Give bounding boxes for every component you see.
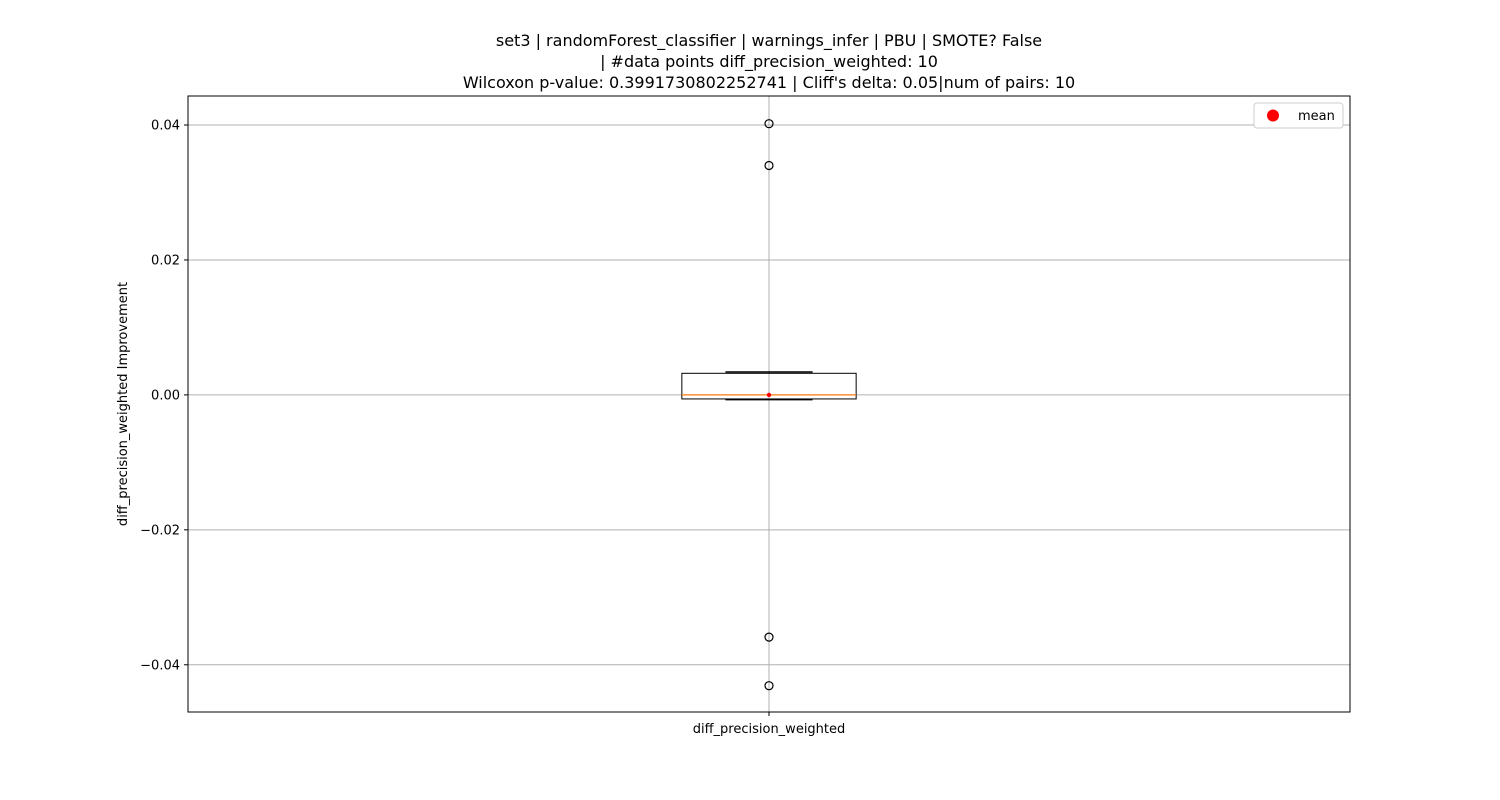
mean-marker (766, 392, 772, 398)
legend-frame (1253, 102, 1344, 129)
outlier-point (764, 119, 774, 129)
y-tick-label: 0.04 (151, 119, 180, 134)
x-tick-label: diff_precision_weighted (693, 722, 846, 737)
plot-frame (187, 95, 1351, 713)
title-line-2: | #data points diff_precision_weighted: … (600, 52, 938, 72)
legend-mean-marker (1267, 109, 1279, 122)
legend: mean (1253, 102, 1344, 129)
outlier-point (764, 681, 774, 691)
outlier-point (764, 160, 774, 171)
outlier-point (764, 632, 774, 642)
title-line-3: Wilcoxon p-value: 0.3991730802252741 | C… (463, 73, 1075, 92)
y-tick-label: 0.00 (151, 388, 180, 403)
y-tick-label: −0.02 (140, 523, 180, 538)
tick-layer: −0.04 −0.02 0.00 0.02 0.04 diff_precision_wei… (140, 119, 845, 737)
title-line-1: set3 | randomForest_classifier | warning… (496, 31, 1042, 51)
chart-title: set3 | randomForest_classifier | warning… (463, 31, 1075, 92)
y-axis-label: diff_precision_weighted Improvement (116, 282, 131, 526)
box-layer (681, 119, 857, 691)
box-plot (681, 119, 857, 691)
y-tick-label: 0.02 (151, 253, 180, 268)
box-iqr (681, 372, 857, 400)
legend-entry-mean: mean (1298, 109, 1335, 124)
y-tick-label: −0.04 (140, 658, 180, 673)
grid-layer (188, 96, 1350, 712)
